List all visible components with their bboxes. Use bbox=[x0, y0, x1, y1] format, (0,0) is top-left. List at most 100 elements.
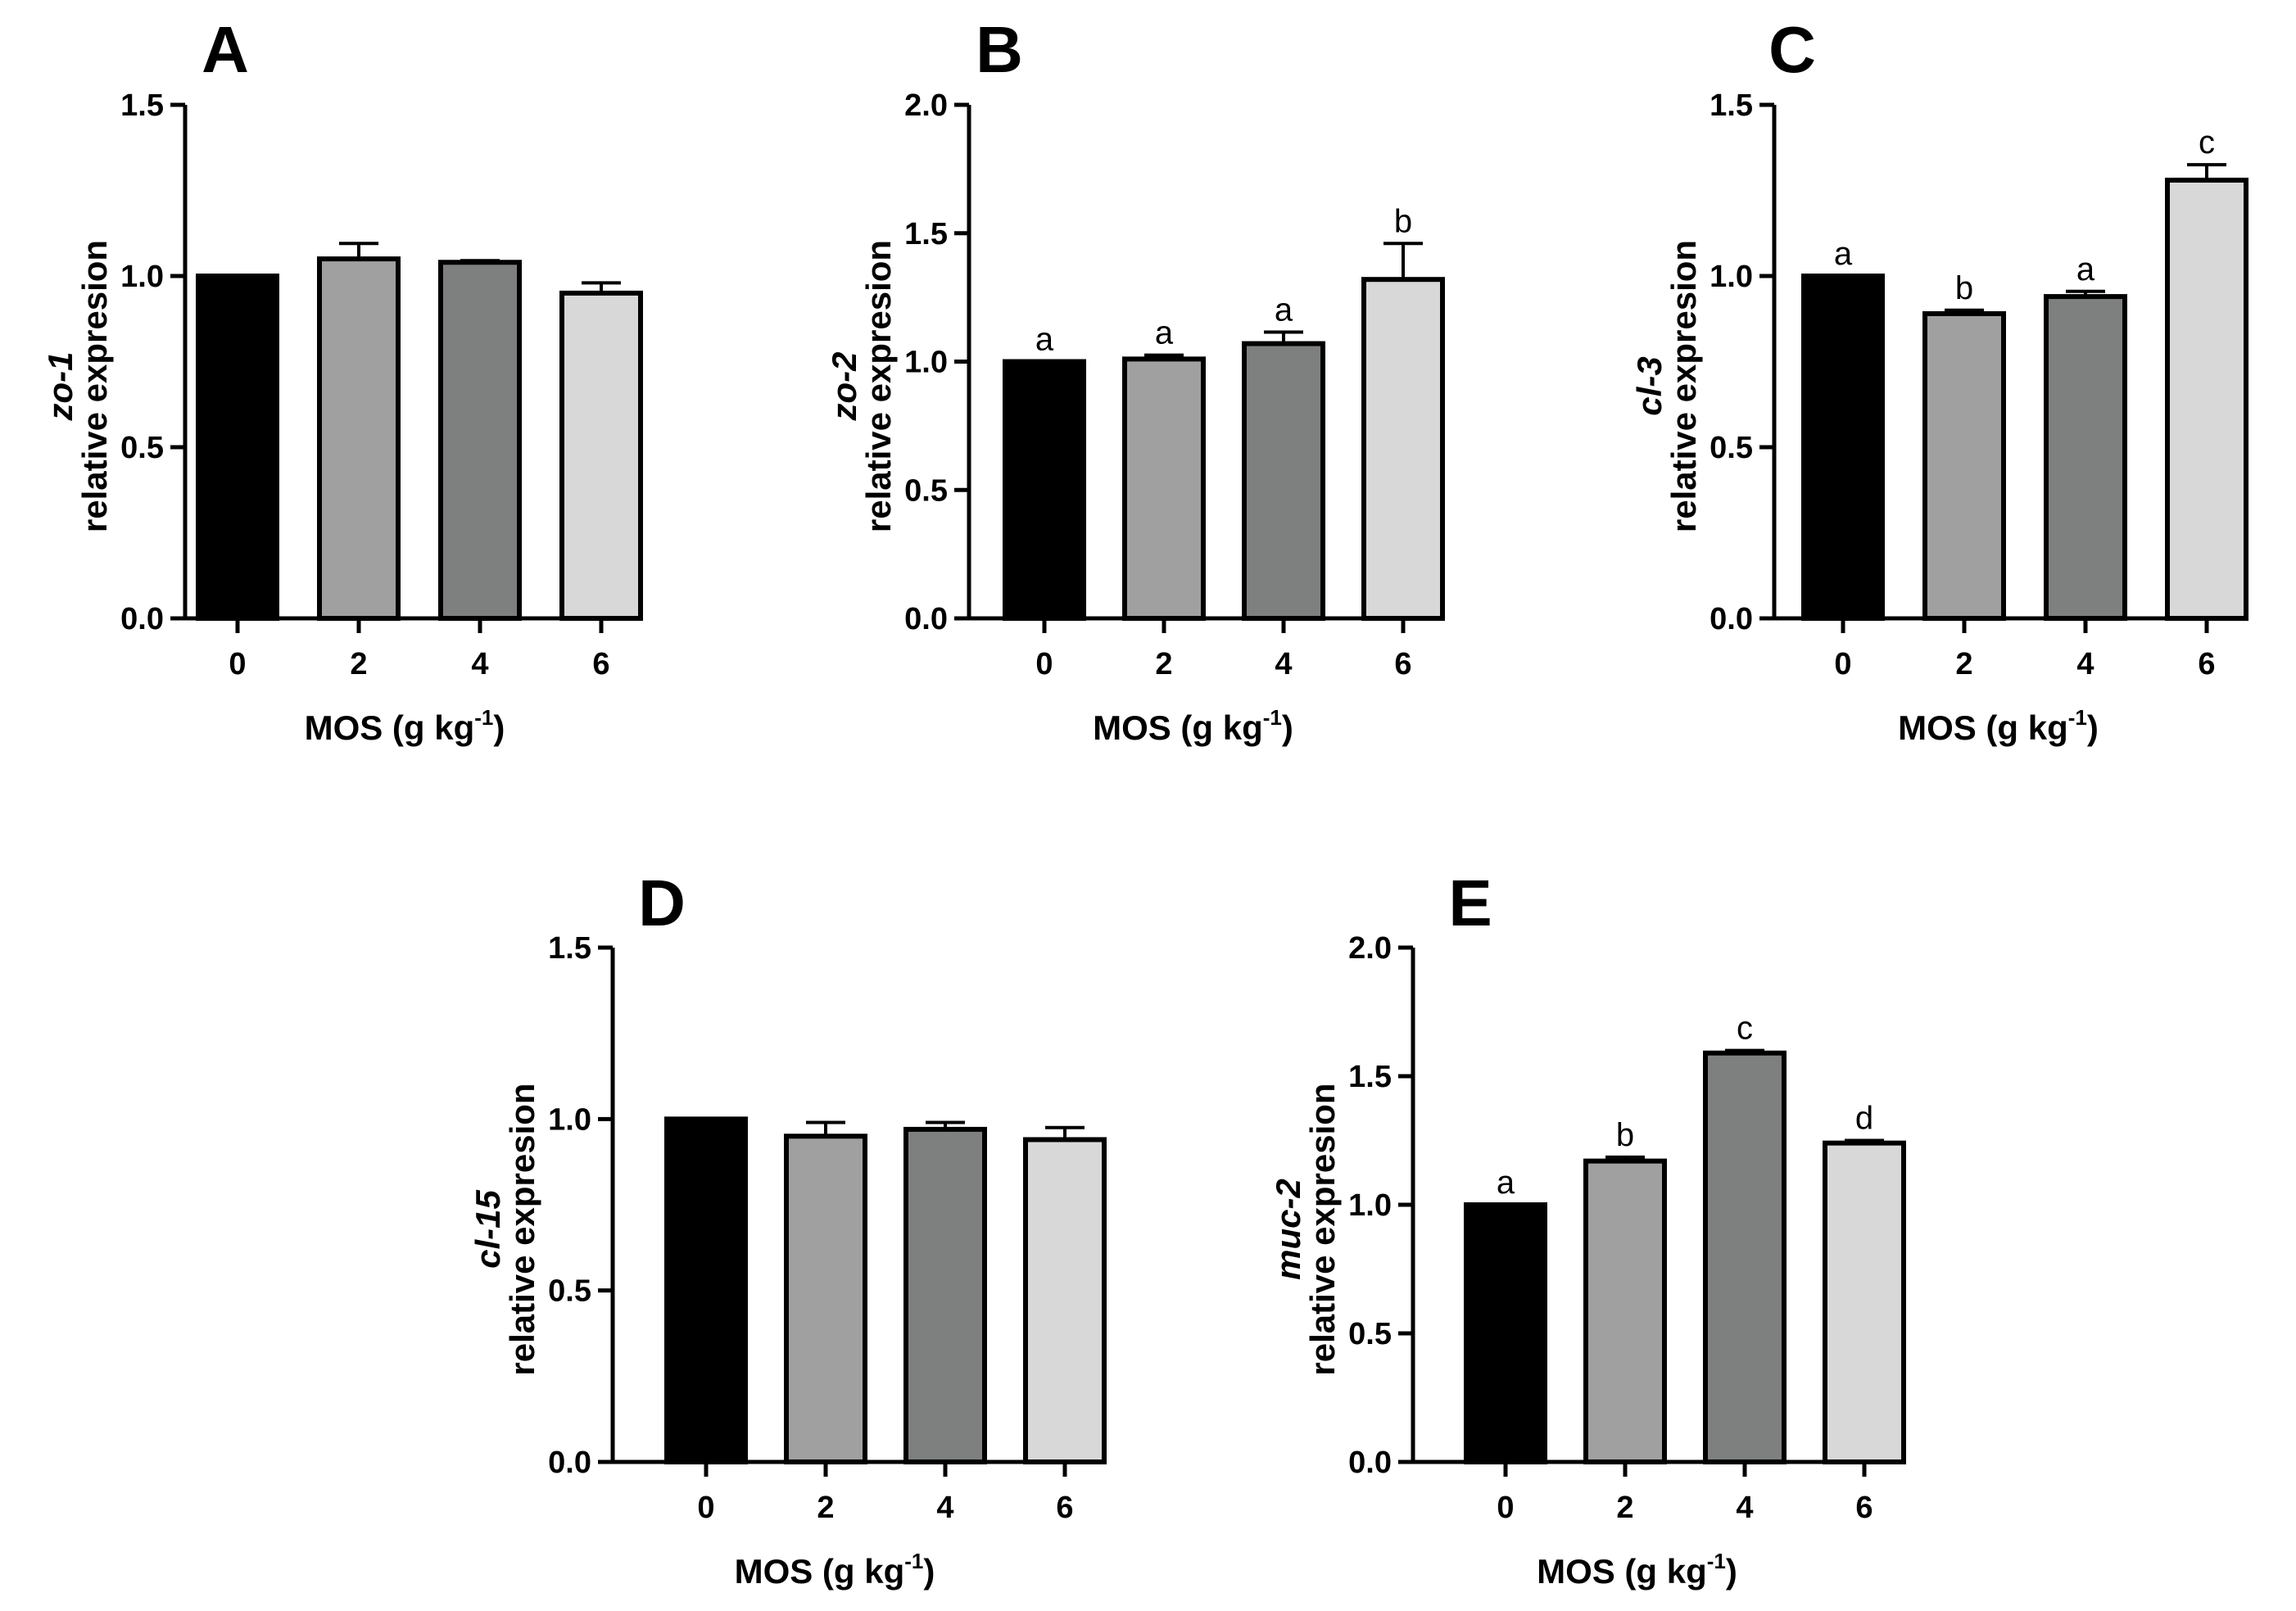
y-tick-label: 1.0 bbox=[548, 1102, 591, 1137]
x-axis-title-superscript: -1 bbox=[474, 705, 493, 730]
chart-panel-a: A 0.0 0.5 1.0 1.5 0 2 4 6 MOS (g kg-1) zo-1relativ… bbox=[41, 13, 643, 747]
x-axis-title-close: ) bbox=[493, 708, 505, 747]
x-tick-label: 2 bbox=[350, 647, 367, 681]
x-axis-title-main: MOS (g kg bbox=[1537, 1552, 1707, 1591]
bar-4 bbox=[1242, 341, 1325, 621]
bar-4 bbox=[1703, 1050, 1787, 1464]
panel-letter: E bbox=[1448, 867, 1492, 939]
y-tick-label: 1.0 bbox=[1348, 1188, 1392, 1223]
y-axis-title: relative expresion bbox=[75, 240, 114, 532]
significance-letter: c bbox=[1737, 1011, 1753, 1047]
y-axis-gene-label: zo-2 bbox=[825, 352, 863, 422]
significance-letter: b bbox=[1616, 1117, 1634, 1153]
y-tick-label: 1.0 bbox=[1710, 260, 1753, 294]
x-axis-title-superscript: -1 bbox=[1707, 1549, 1726, 1573]
x-axis-title-main: MOS (g kg bbox=[1898, 708, 2068, 747]
x-tick-label: 0 bbox=[1834, 647, 1851, 681]
x-tick-label: 0 bbox=[697, 1491, 714, 1525]
x-tick-label: 6 bbox=[592, 647, 609, 681]
x-tick-label: 4 bbox=[471, 647, 488, 681]
y-axis-title: relative expresion bbox=[1303, 1083, 1342, 1375]
bar-2 bbox=[784, 1134, 867, 1465]
x-tick-label: 4 bbox=[936, 1491, 953, 1525]
bar-2 bbox=[1583, 1158, 1667, 1464]
chart-panel-e: E 0.0 0.5 1.0 1.5 2.0 0 a 2 b 4 c 6 d MOS (g kg-1) muc-… bbox=[1269, 867, 1906, 1591]
bar-4 bbox=[438, 260, 522, 621]
bar-6 bbox=[1023, 1137, 1107, 1465]
x-tick-label: 6 bbox=[1855, 1491, 1873, 1525]
y-tick-label: 0.0 bbox=[1710, 602, 1753, 636]
x-tick-label: 2 bbox=[1616, 1491, 1633, 1525]
x-axis-title-close: ) bbox=[923, 1552, 935, 1591]
y-axis-title: relative expresion bbox=[503, 1083, 541, 1375]
y-tick-label: 1.5 bbox=[1710, 88, 1753, 123]
y-tick-label: 1.5 bbox=[904, 217, 948, 251]
panel-letter: D bbox=[638, 867, 686, 939]
y-tick-label: 1.5 bbox=[548, 931, 591, 966]
x-axis-title: MOS (g kg-1) bbox=[1537, 1549, 1737, 1591]
y-tick-label: 0.5 bbox=[548, 1274, 591, 1309]
x-axis-title: MOS (g kg-1) bbox=[735, 1549, 935, 1591]
bar-2 bbox=[1922, 310, 2006, 621]
y-axis-gene-label: zo-1 bbox=[41, 352, 79, 422]
panel-letter: B bbox=[976, 13, 1023, 86]
x-axis-title-superscript: -1 bbox=[1263, 705, 1282, 730]
bar-0 bbox=[1003, 359, 1086, 621]
bar-2 bbox=[1122, 356, 1206, 621]
x-tick-label: 4 bbox=[2076, 647, 2094, 681]
y-tick-label: 0.0 bbox=[548, 1446, 591, 1480]
x-axis-title-close: ) bbox=[1282, 708, 1293, 747]
significance-letter: a bbox=[1275, 292, 1293, 328]
significance-letter: c bbox=[2199, 124, 2215, 161]
bar-6 bbox=[1823, 1140, 1906, 1464]
significance-letter: a bbox=[1497, 1165, 1515, 1201]
x-axis-title-superscript: -1 bbox=[2068, 705, 2087, 730]
y-tick-label: 2.0 bbox=[904, 88, 948, 123]
x-axis-title-main: MOS (g kg bbox=[735, 1552, 905, 1591]
x-axis-title-main: MOS (g kg bbox=[1093, 708, 1263, 747]
y-tick-label: 2.0 bbox=[1348, 931, 1392, 966]
significance-letter: a bbox=[1035, 322, 1054, 358]
x-axis-title-close: ) bbox=[2087, 708, 2099, 747]
x-tick-label: 2 bbox=[817, 1491, 834, 1525]
y-tick-label: 0.0 bbox=[1348, 1446, 1392, 1480]
significance-letter: a bbox=[1834, 236, 1853, 272]
bar-4 bbox=[2044, 294, 2127, 621]
x-tick-label: 0 bbox=[1497, 1491, 1514, 1525]
significance-letter: d bbox=[1855, 1101, 1873, 1137]
y-axis-gene-label: cl-15 bbox=[469, 1189, 507, 1268]
y-tick-label: 1.0 bbox=[904, 346, 948, 380]
bar-6 bbox=[1361, 277, 1445, 621]
chart-panel-b: B 0.0 0.5 1.0 1.5 2.0 0 a 2 a 4 a 6 b MOS (g kg-1) zo-2… bbox=[825, 13, 1445, 747]
y-axis-gene-label: cl-3 bbox=[1630, 356, 1669, 415]
y-tick-label: 1.5 bbox=[1348, 1060, 1392, 1094]
x-tick-label: 0 bbox=[229, 647, 246, 681]
bar-0 bbox=[196, 274, 279, 621]
y-tick-label: 0.5 bbox=[904, 473, 948, 508]
significance-letter: a bbox=[1155, 315, 1174, 351]
x-axis-title: MOS (g kg-1) bbox=[1898, 705, 2099, 747]
bar-6 bbox=[559, 290, 643, 621]
y-axis-title: relative expresion bbox=[1664, 240, 1703, 532]
bar-2 bbox=[317, 256, 401, 621]
chart-panel-d: D 0.0 0.5 1.0 1.5 0 2 4 6 MOS (g kg-1) cl-15relati… bbox=[469, 867, 1107, 1591]
x-tick-label: 6 bbox=[1056, 1491, 1073, 1525]
y-tick-label: 1.5 bbox=[120, 88, 164, 123]
panel-letter: C bbox=[1768, 13, 1816, 86]
y-tick-label: 0.0 bbox=[120, 602, 164, 636]
y-tick-label: 0.5 bbox=[1348, 1317, 1392, 1351]
x-tick-label: 4 bbox=[1275, 647, 1292, 681]
x-tick-label: 6 bbox=[2198, 647, 2215, 681]
significance-letter: a bbox=[2076, 251, 2095, 287]
x-axis-title: MOS (g kg-1) bbox=[305, 705, 505, 747]
x-axis-title: MOS (g kg-1) bbox=[1093, 705, 1293, 747]
x-axis-title-superscript: -1 bbox=[904, 1549, 923, 1573]
bar-4 bbox=[903, 1126, 987, 1464]
significance-letter: b bbox=[1394, 203, 1412, 239]
y-tick-label: 0.5 bbox=[120, 431, 164, 465]
bar-6 bbox=[2165, 177, 2248, 621]
y-tick-label: 1.0 bbox=[120, 260, 164, 294]
bar-0 bbox=[664, 1116, 748, 1465]
x-tick-label: 2 bbox=[1955, 647, 1972, 681]
